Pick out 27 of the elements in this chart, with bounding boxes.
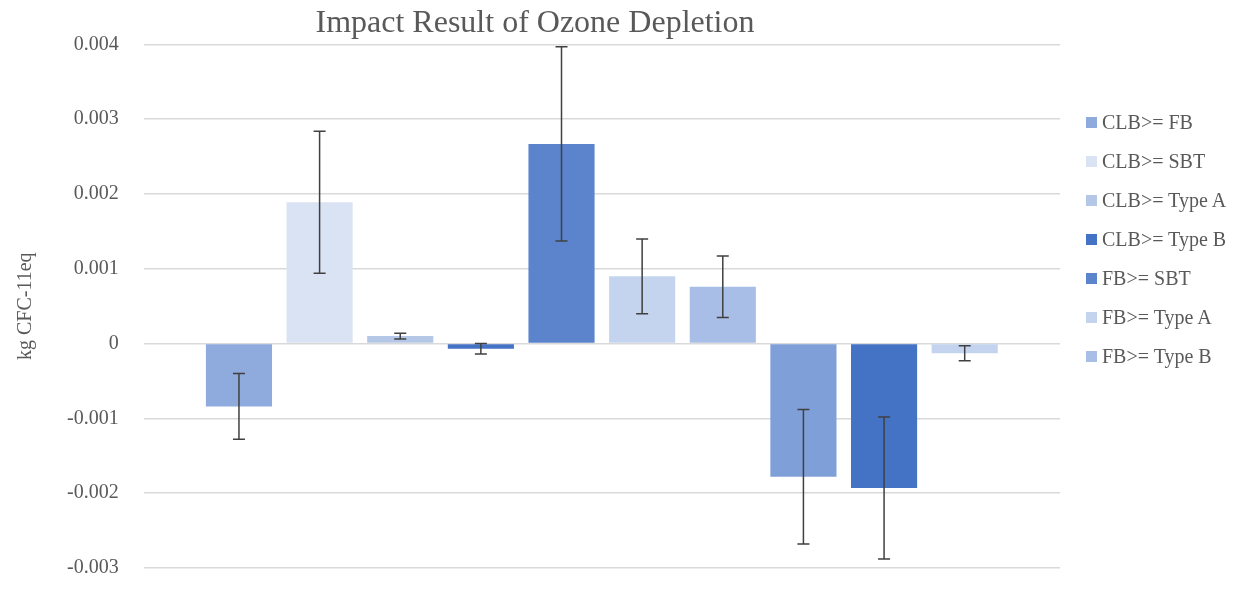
y-tick-label: 0 bbox=[108, 330, 119, 353]
bar bbox=[367, 336, 434, 343]
bar bbox=[931, 344, 998, 354]
legend-label: FB>= Type A bbox=[1102, 305, 1213, 330]
y-tick-label: 0.004 bbox=[73, 31, 119, 54]
legend-label: CLB>= Type A bbox=[1102, 188, 1228, 213]
bar bbox=[609, 276, 676, 343]
y-tick-label: -0.001 bbox=[66, 405, 119, 428]
legend-label: CLB>= FB bbox=[1102, 110, 1194, 135]
bar bbox=[770, 344, 837, 477]
bar bbox=[447, 344, 514, 349]
y-tick-label: 0.002 bbox=[73, 181, 119, 204]
legend-label: FB>= Type B bbox=[1102, 344, 1213, 369]
bar bbox=[528, 143, 595, 343]
chart-title: Impact Result of Ozone Depletion bbox=[315, 2, 755, 39]
legend-label: CLB>= SBT bbox=[1102, 149, 1207, 174]
legend-label: FB>= SBT bbox=[1102, 266, 1192, 291]
bar bbox=[851, 344, 918, 488]
y-tick-label: -0.003 bbox=[66, 555, 119, 578]
bar bbox=[286, 202, 353, 343]
y-axis-title: kg CFC-11eq bbox=[13, 252, 37, 360]
legend-label: CLB>= Type B bbox=[1102, 227, 1228, 252]
bar bbox=[689, 286, 756, 343]
y-tick-label: 0.001 bbox=[73, 256, 119, 279]
y-tick-label: 0.003 bbox=[73, 106, 119, 129]
y-tick-label: -0.002 bbox=[66, 480, 119, 503]
bar bbox=[205, 344, 273, 407]
